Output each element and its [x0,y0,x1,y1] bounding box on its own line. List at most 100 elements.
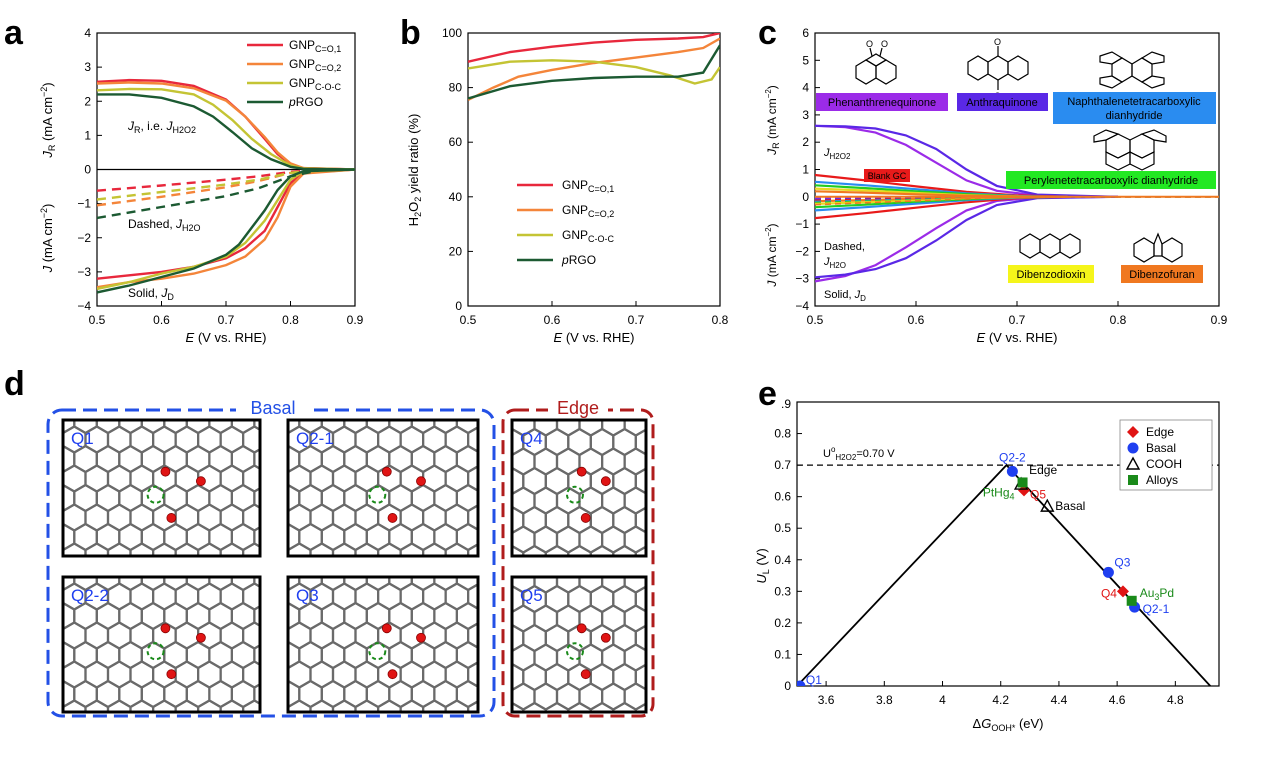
carbon-ring [681,586,704,612]
carbon-ring [86,740,109,763]
carbon-ring [412,720,435,746]
carbon-ring [478,507,501,533]
carbon-ring [422,542,447,556]
carbon-ring [658,625,681,651]
panel-b-legend-label: GNPC=O,1 [562,178,614,194]
carbon-ring [242,699,260,712]
tile-label: Q4 [520,429,543,448]
carbon-ring [389,720,412,746]
panel-e-point-label: Q4 [1101,586,1117,600]
tile-frame [61,418,262,558]
carbon-ring [670,410,693,436]
tile-frame [510,575,648,714]
panel-a-ytick-label: −2 [77,231,91,245]
carbon-ring [277,720,300,746]
carbon-ring [522,544,547,556]
structure-tile-q3: Q3 [254,575,514,763]
panel-a-xtick-label: 0.6 [153,313,170,327]
carbon-ring [703,664,726,690]
carbon-ring [523,742,546,763]
carbon-ring [715,449,738,475]
panel-c-ytick-label: 0 [802,190,809,204]
carbon-ring [377,542,402,556]
panel-a-annotation-jr: JR, i.e. JH2O2 [127,119,196,135]
carbon-ring [692,527,715,553]
carbon-ring [479,681,502,707]
carbon-ring [129,699,155,712]
panel-c-xtick-label: 0.5 [807,313,824,327]
tile-label: Q5 [520,586,543,605]
carbon-ring [681,507,704,533]
panel-label-b: b [400,14,421,52]
carbon-ring [703,468,726,494]
panel-b-series-line [468,44,720,100]
label-dibenzofuran: Dibenzofuran [1121,265,1203,283]
carbon-ring [692,645,715,671]
panel-e-xtick-label: 4.8 [1167,693,1184,707]
carbon-ring [288,666,290,683]
carbon-ring [658,742,681,763]
carbon-ring [544,544,570,556]
panel-c-ring-line [815,124,1119,198]
carbon-ring [703,585,726,611]
carbon-ring [288,542,312,556]
panel-b-series-line [468,37,720,101]
panel-e-point-au3pd [1126,595,1137,606]
carbon-ring [174,699,200,712]
panel-e-point-q2-2 [1006,465,1018,477]
carbon-ring [266,505,289,531]
carbon-ring [378,740,401,763]
carbon-ring [63,699,87,712]
tile-frame [286,418,480,558]
carbon-ring [288,548,290,556]
svg-text:O: O [866,39,873,49]
carbon-ring [512,723,535,749]
panel-e-xtick-label: 4.6 [1109,693,1126,707]
panel-a-ytick-label: 4 [84,26,91,40]
graphene-lattice [63,420,289,556]
carbon-ring [288,627,290,644]
carbon-ring [491,740,514,763]
panel-e-ytick-label: 0.5 [774,521,791,535]
panel-a-ytick-label: 0 [84,163,91,177]
carbon-ring [737,410,760,436]
carbon-ring [377,699,402,712]
panel-b-legend: GNPC=O,1 GNPC=O,2 GNPC-O-C pRGO [517,178,615,267]
panel-c-ytick-label: −1 [795,217,809,231]
carbon-ring [84,542,110,556]
carbon-ring [703,625,726,651]
carbon-ring [670,645,693,671]
panel-e-legend-marker [1127,442,1139,454]
carbon-ring [254,720,277,746]
panel-e-xtick-label: 3.6 [818,693,835,707]
carbon-ring [221,740,244,763]
carbon-ring [63,666,65,683]
structure-tile-q5: Q5 [510,575,760,763]
anthraquinone-structure: O O [967,37,1029,101]
carbon-ring [612,701,637,712]
carbon-ring [399,699,425,712]
carbon-ring [106,542,132,556]
panel-a-xtick-label: 0.7 [218,313,235,327]
carbon-ring [522,701,547,712]
panel-e-point-label: Basal [1055,499,1085,513]
carbon-ring [176,740,199,763]
carbon-ring [309,699,335,712]
carbon-ring [589,701,615,712]
oxygen-atom [576,466,587,477]
oxygen-atom [416,476,426,487]
svg-text:Dibenzofuran: Dibenzofuran [1129,269,1194,281]
panel-a-legend: GNPC=O,1 GNPC=O,2 GNPC-O-C pRGO [247,38,342,109]
carbon-ring [63,470,65,487]
oxygen-atom [580,669,591,680]
carbon-ring [692,566,715,592]
edge-title: Edge [557,398,599,418]
carbon-ring [344,720,367,746]
carbon-ring [444,699,470,712]
carbon-ring [645,611,646,626]
svg-text:Dibenzodioxin: Dibenzodioxin [1016,269,1085,281]
volcano-line [797,463,1211,686]
carbon-ring [266,740,289,763]
panel-c-xtick-label: 0.6 [908,313,925,327]
carbon-ring [737,645,760,671]
